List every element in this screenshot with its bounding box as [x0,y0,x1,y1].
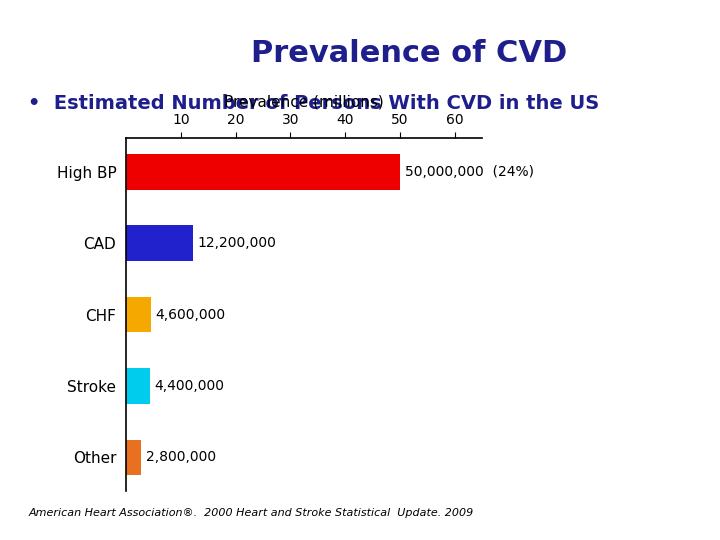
Text: 4,400,000: 4,400,000 [155,379,225,393]
Bar [126,296,151,333]
Text: RUSH UNIVERSITY
MEDICAL CENTER: RUSH UNIVERSITY MEDICAL CENTER [75,38,153,58]
Bar [126,440,141,475]
Text: 50,000,000  (24%): 50,000,000 (24%) [405,165,534,179]
Text: American Heart Association®.  2000 Heart and Stroke Statistical  Update. 2009: American Heart Association®. 2000 Heart … [28,508,474,518]
Bar [126,368,150,404]
Bar [126,154,400,190]
Text: 12,200,000: 12,200,000 [197,236,276,250]
Text: ♁: ♁ [26,37,40,56]
Text: •  Estimated Number of Persons With CVD in the US: • Estimated Number of Persons With CVD i… [28,94,600,113]
Bar [126,225,193,261]
Text: Prevalence of CVD: Prevalence of CVD [251,39,567,69]
Text: 2,800,000: 2,800,000 [145,450,216,464]
Text: 4,600,000: 4,600,000 [156,308,226,321]
X-axis label: Prevalence (millions): Prevalence (millions) [225,94,384,109]
